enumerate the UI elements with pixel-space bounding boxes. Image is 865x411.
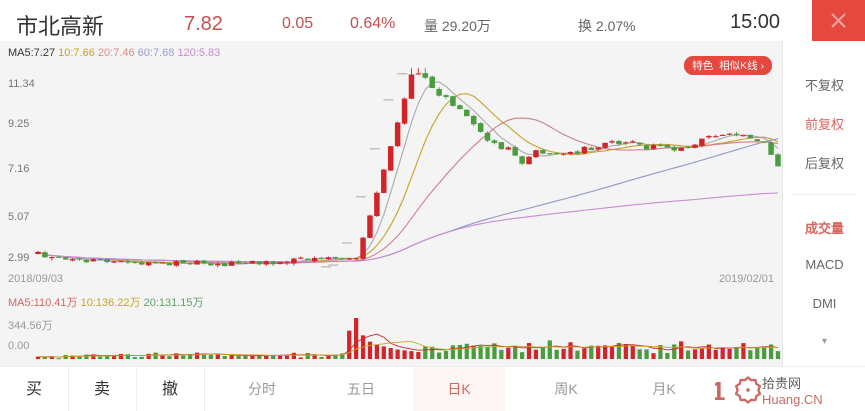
svg-text:Huang.CN: Huang.CN [762, 392, 823, 407]
svg-text:拾贵网: 拾贵网 [762, 376, 801, 391]
svg-text:1: 1 [715, 376, 725, 406]
